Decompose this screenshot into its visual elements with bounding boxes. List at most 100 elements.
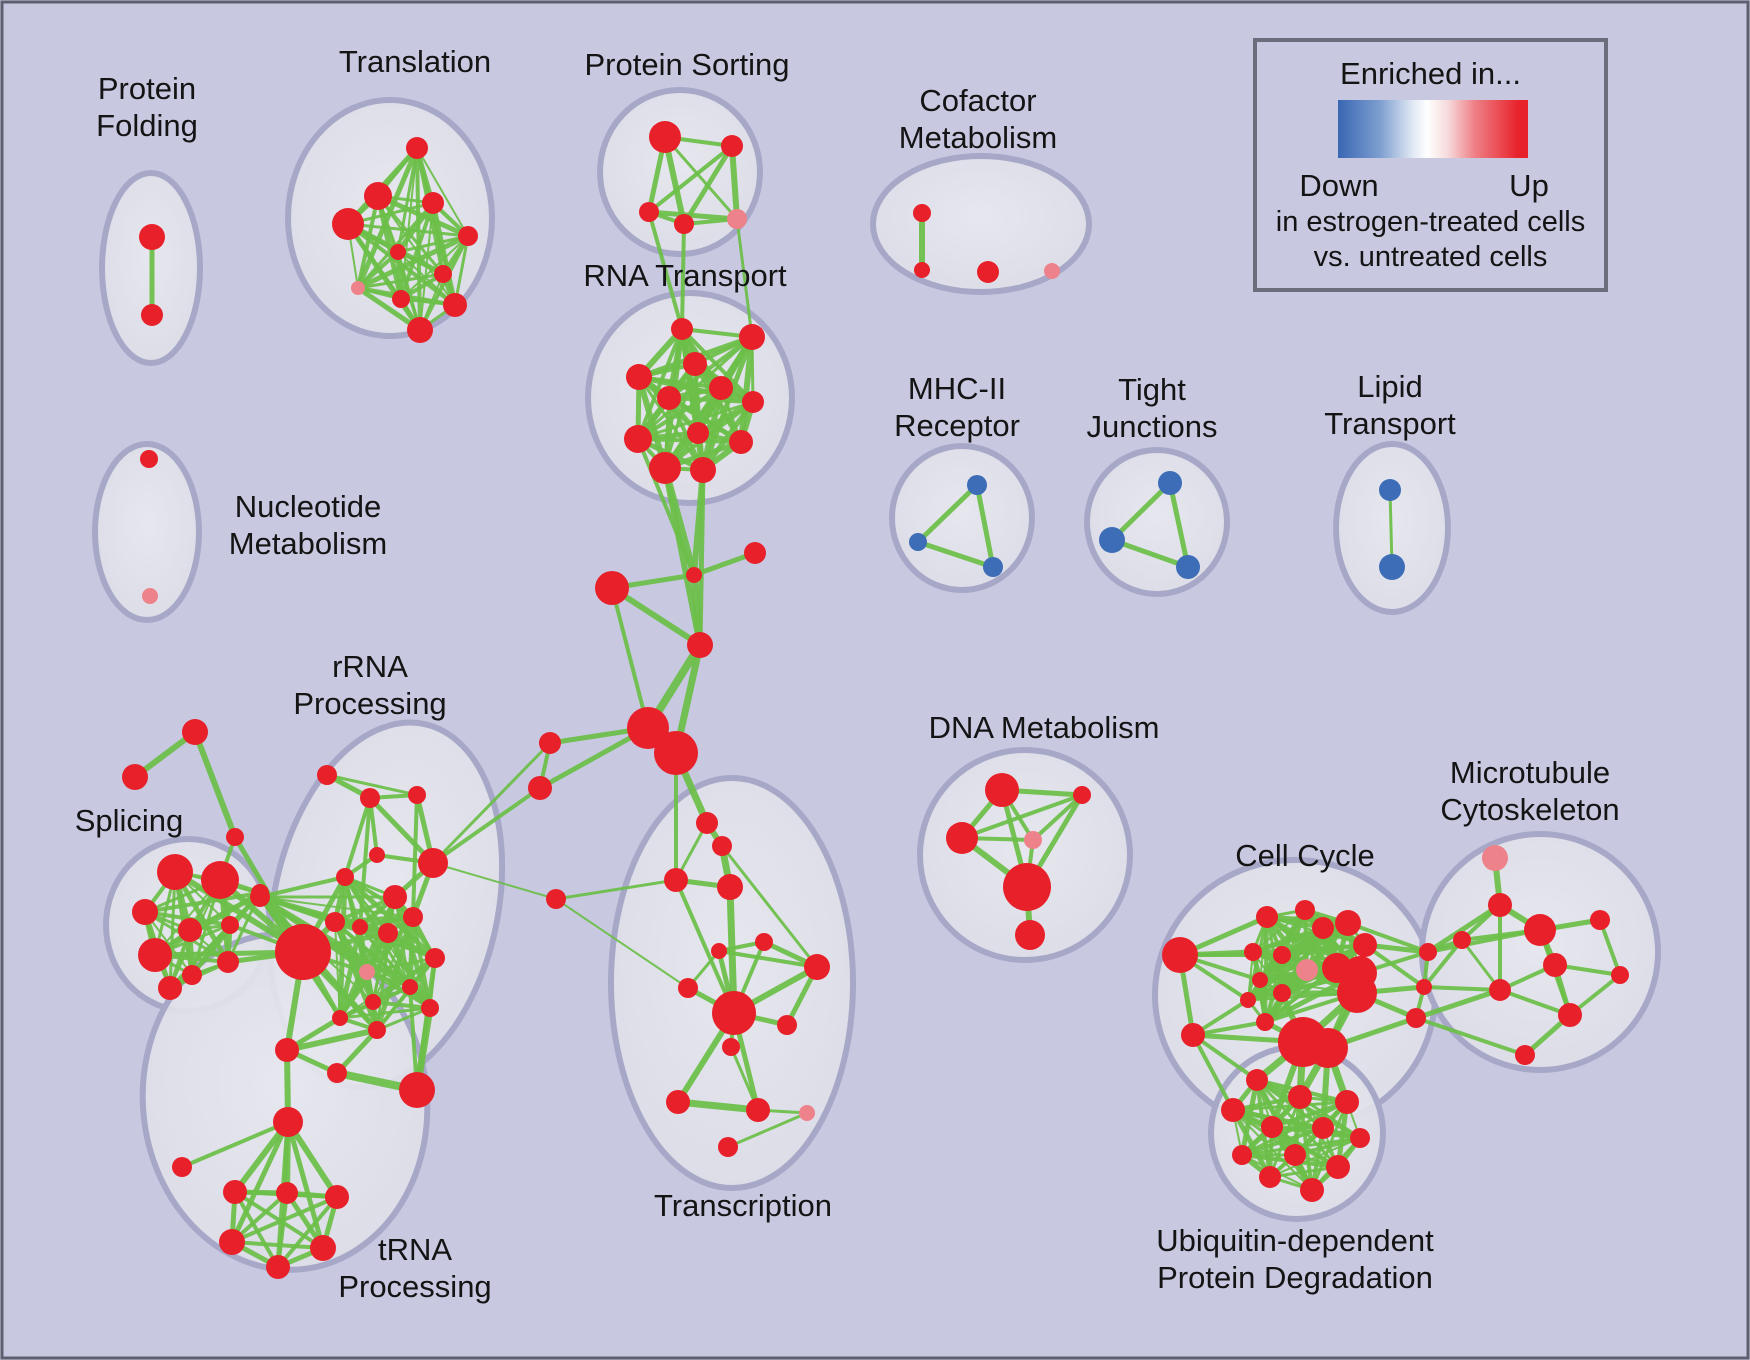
gene-set-node-chain bbox=[687, 632, 713, 658]
gene-set-node-ubiquitin bbox=[1284, 1144, 1306, 1166]
edge bbox=[432, 862, 557, 900]
edge bbox=[636, 400, 755, 441]
gene-set-node-rna-transport bbox=[742, 391, 764, 413]
gene-set-node-transcription bbox=[712, 991, 756, 1035]
edge bbox=[365, 956, 437, 974]
edge bbox=[1498, 988, 1572, 1017]
gene-set-node-rrna-core bbox=[378, 923, 398, 943]
gene-set-node-mhc bbox=[983, 557, 1003, 577]
edge bbox=[356, 272, 445, 290]
edge bbox=[1426, 928, 1542, 954]
gene-set-node-tight bbox=[1176, 555, 1200, 579]
gene-set-node-cofactor bbox=[977, 261, 999, 283]
edge bbox=[284, 1027, 380, 1053]
gene-set-node-microtubule bbox=[1488, 893, 1512, 917]
gene-set-node-chain bbox=[744, 542, 766, 564]
gene-set-node-microtubule bbox=[1515, 1045, 1535, 1065]
gene-set-node-trna bbox=[310, 1235, 336, 1261]
gene-set-node-ubiquitin bbox=[1221, 1098, 1245, 1122]
gene-set-node-trna bbox=[325, 1185, 349, 1209]
gene-set-node-splicing bbox=[201, 861, 239, 899]
gene-set-node-protein-sorting bbox=[727, 209, 747, 229]
gene-set-node-rna-transport bbox=[683, 352, 707, 376]
gene-set-node-transcription bbox=[696, 812, 718, 834]
gene-set-node-translation bbox=[434, 265, 452, 283]
gene-set-node-protein-sorting bbox=[639, 202, 659, 222]
edge bbox=[346, 222, 470, 238]
edge bbox=[374, 914, 416, 1033]
gene-set-node-cc-core bbox=[1337, 973, 1377, 1013]
gene-set-node-rrna-core bbox=[250, 887, 270, 907]
gene-set-node-transcription bbox=[664, 868, 688, 892]
gene-set-node-ubiquitin bbox=[1288, 1085, 1312, 1109]
edge bbox=[662, 465, 703, 648]
gene-set-node-rna-transport bbox=[709, 376, 733, 400]
gene-set-node-dna bbox=[946, 822, 978, 854]
edge bbox=[610, 586, 650, 730]
gene-set-node-trans-left bbox=[546, 889, 566, 909]
gene-set-node-trna bbox=[223, 1180, 247, 1204]
edge bbox=[229, 1119, 291, 1245]
gene-set-node-protein-sorting bbox=[674, 214, 694, 234]
gene-set-node-translation bbox=[332, 208, 364, 240]
gene-set-node-ubiquitin bbox=[1312, 1117, 1334, 1139]
edge bbox=[1422, 985, 1502, 992]
edge bbox=[720, 844, 819, 969]
gene-set-node-trna bbox=[219, 1229, 245, 1255]
gene-set-node-protein-sorting bbox=[721, 135, 743, 157]
gene-set-node-transcription bbox=[777, 1015, 797, 1035]
gene-set-node-rna-transport bbox=[649, 452, 681, 484]
gene-set-node-chain bbox=[686, 567, 702, 583]
edge bbox=[1363, 943, 1426, 989]
gene-set-node-transcription bbox=[678, 978, 698, 998]
edge bbox=[397, 251, 456, 306]
gene-set-node-trna bbox=[275, 1038, 299, 1062]
edge bbox=[738, 334, 755, 445]
edge bbox=[974, 482, 996, 570]
edge bbox=[1031, 793, 1084, 842]
edge bbox=[647, 210, 684, 331]
gene-set-node-cc-big bbox=[1308, 1028, 1348, 1068]
edge bbox=[647, 144, 734, 214]
gene-set-node-bridge bbox=[1406, 1008, 1426, 1028]
edge bbox=[343, 796, 372, 879]
gene-set-node-protein-sorting bbox=[649, 121, 681, 153]
gene-set-node-ubiquitin bbox=[1335, 1090, 1359, 1114]
edge bbox=[915, 539, 996, 570]
gene-set-node-microtubule bbox=[1590, 910, 1610, 930]
edge bbox=[1191, 1033, 1235, 1112]
edge bbox=[1413, 987, 1503, 1021]
gene-set-node-hub-c bbox=[627, 707, 669, 749]
gene-set-node-splicing bbox=[138, 938, 172, 972]
edge bbox=[729, 143, 740, 222]
edge bbox=[666, 395, 744, 445]
gene-set-node-tight bbox=[1099, 527, 1125, 553]
gene-set-node-rna-transport bbox=[687, 422, 709, 444]
edge bbox=[726, 1111, 809, 1149]
gene-set-node-rrna-core bbox=[425, 948, 445, 968]
edge bbox=[1191, 1033, 1259, 1082]
edge bbox=[1293, 1136, 1362, 1157]
edge bbox=[325, 773, 419, 797]
gene-set-node-cc-core bbox=[1273, 946, 1291, 964]
gene-set-node-microtubule bbox=[1482, 845, 1508, 871]
edge bbox=[375, 1006, 432, 1032]
edge bbox=[411, 793, 419, 919]
edge bbox=[371, 1000, 432, 1010]
edge bbox=[663, 135, 739, 221]
gene-set-node-translation bbox=[364, 182, 392, 210]
edge bbox=[431, 786, 542, 865]
gene-set-node-trna bbox=[399, 1072, 435, 1108]
gene-set-node-cc-core bbox=[1273, 984, 1291, 1002]
edge bbox=[431, 741, 552, 865]
gene-set-node-cc-core bbox=[1256, 906, 1278, 928]
legend-box: Enriched in... Down Up in estrogen-treat… bbox=[1253, 38, 1608, 292]
edge bbox=[697, 467, 706, 648]
edge bbox=[192, 729, 238, 840]
gene-set-node-translation bbox=[351, 281, 365, 295]
gene-set-node-cofactor bbox=[914, 262, 930, 278]
cluster-ellipse-nucleotide bbox=[92, 441, 202, 623]
